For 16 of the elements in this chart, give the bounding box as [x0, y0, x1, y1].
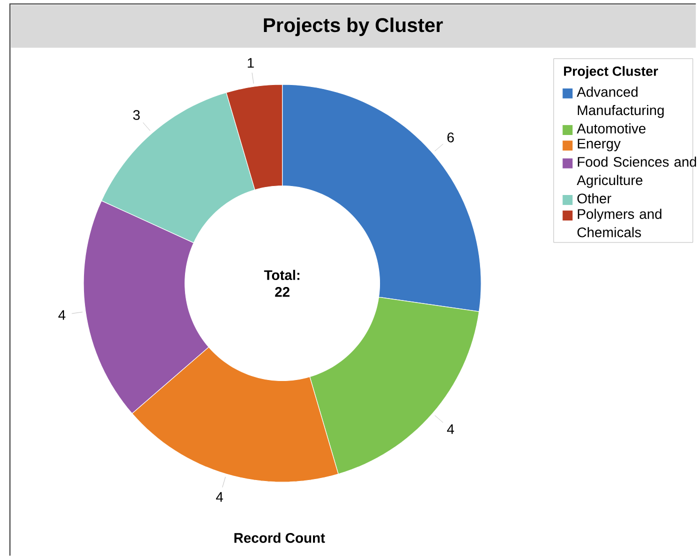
data-label: 3	[133, 110, 140, 120]
text: Total: 22	[264, 270, 300, 297]
data-label: 4	[447, 424, 454, 434]
legend-title: Project Cluster	[564, 66, 658, 78]
data-label: 4	[216, 492, 224, 502]
legend-label: Energy	[578, 138, 621, 152]
data-label: 6	[447, 132, 454, 142]
legend-label: Advanced Manufacturing	[576, 86, 664, 118]
data-label: 4	[58, 310, 66, 320]
data-label: 1	[248, 58, 254, 68]
text: Record Count	[234, 532, 325, 543]
legend-label: Polymers and Chemicals	[577, 208, 662, 238]
legend-label: Food Sciences and Agriculture	[576, 156, 696, 188]
legend-label: Automotive	[576, 123, 646, 134]
legend-label: Other	[577, 193, 612, 204]
chart-title: Projects by Cluster	[264, 17, 443, 36]
